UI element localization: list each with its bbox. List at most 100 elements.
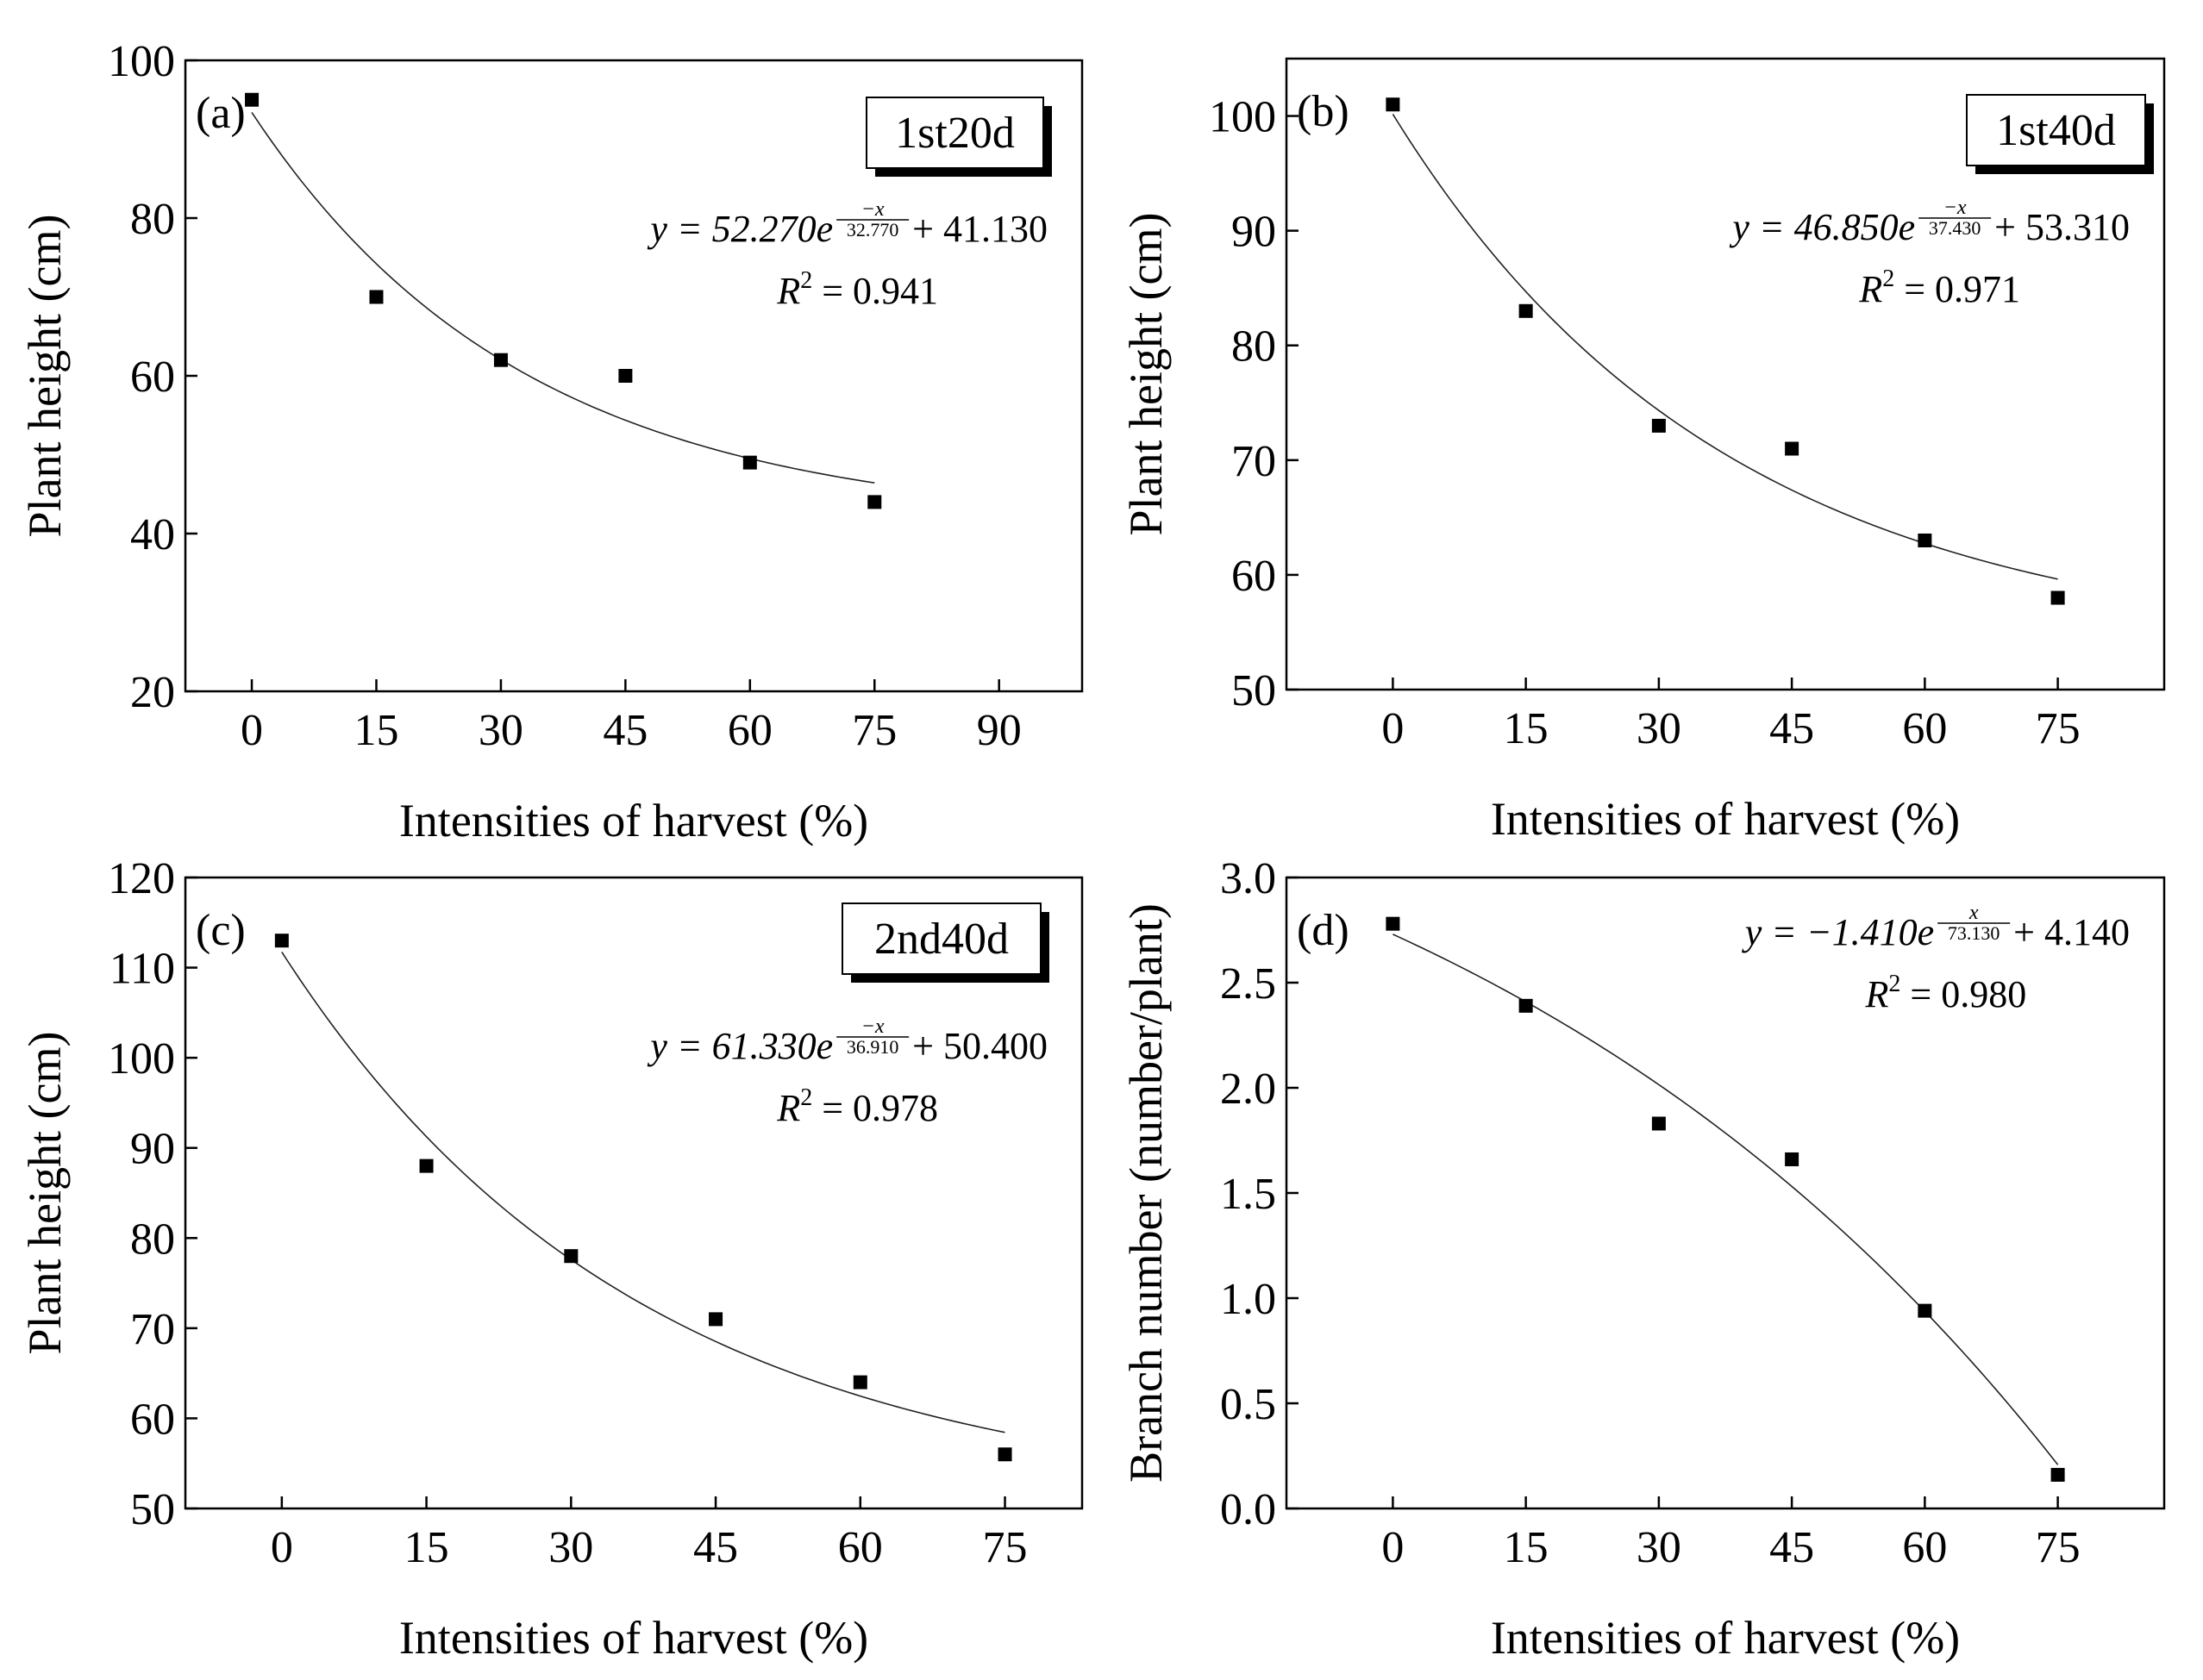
exponent-numerator: x — [1968, 902, 1979, 924]
y-tick-label: 1.5 — [1220, 1170, 1276, 1219]
panel-label: (d) — [1297, 906, 1349, 955]
x-tick-label: 75 — [852, 706, 897, 755]
x-tick-label: 15 — [354, 706, 398, 755]
charts: 0 15 30 45 60 75 90 20 40 60 80 100 Intensities of h… — [19, 37, 2166, 1664]
data-point — [1918, 533, 1932, 547]
x-tick-label: 30 — [1637, 1523, 1681, 1572]
y-tick-label: 40 — [130, 510, 175, 559]
fit-equation: y = 46.850e — [1729, 206, 1915, 248]
plot-frame — [184, 876, 1084, 1510]
label-box — [866, 97, 1044, 169]
data-point — [1518, 998, 1533, 1013]
y-tick-label: 80 — [130, 195, 175, 244]
chart-panel: 0 15 30 45 60 75 50 60 70 80 90 100 Intensities of h… — [1120, 57, 2166, 845]
chart-panel: 0 15 30 45 60 75 50 60 70 80 90 100 110 120 Intensitie… — [19, 854, 1084, 1664]
x-tick-label: 75 — [2036, 1523, 2081, 1572]
y-tick-label: 120 — [108, 854, 175, 903]
y-tick-label: 100 — [108, 37, 175, 86]
data-point — [1785, 441, 1799, 456]
y-tick-label: 70 — [1231, 437, 1276, 486]
y-tick-label: 60 — [130, 1395, 175, 1444]
data-point — [1386, 916, 1400, 931]
panel-label: (c) — [196, 906, 246, 955]
y-tick-label: 110 — [110, 945, 175, 994]
panel-label: (b) — [1297, 87, 1349, 136]
x-tick-label: 60 — [728, 706, 773, 755]
y-tick-label: 2.0 — [1220, 1065, 1276, 1114]
exponent-numerator: −x — [1943, 197, 1967, 219]
r-squared: R2 = 0.971 — [1858, 265, 2020, 310]
data-point — [2050, 590, 2065, 605]
x-tick-label: 90 — [977, 706, 1022, 755]
y-axis-label: Branch number (number/plant) — [1120, 903, 1172, 1483]
x-tick-label: 30 — [548, 1523, 593, 1572]
label-box — [1966, 94, 2146, 166]
x-tick-label: 0 — [241, 706, 263, 755]
y-tick-label: 90 — [130, 1125, 175, 1174]
x-axis-label: Intensities of harvest (%) — [399, 795, 868, 846]
label-box-text: 2nd40d — [874, 915, 1009, 964]
fit-equation-constant: + 50.400 — [912, 1025, 1048, 1067]
label-box-text: 1st40d — [1996, 106, 2116, 155]
data-point — [1918, 1303, 1932, 1318]
y-tick-label: 3.0 — [1220, 854, 1276, 903]
x-tick-label: 60 — [1902, 704, 1947, 753]
y-axis-label: Plant height (cm) — [19, 1032, 71, 1355]
fit-equation: y = 52.270e — [647, 208, 833, 250]
fit-curve — [1393, 934, 2059, 1465]
x-tick-label: 30 — [479, 706, 523, 755]
x-axis-label: Intensities of harvest (%) — [1491, 793, 1960, 845]
y-tick-label: 1.0 — [1220, 1275, 1276, 1324]
data-point — [564, 1249, 579, 1264]
equation-exponent: −x37.430 — [1918, 197, 1992, 239]
fit-equation-constant: + 4.140 — [2013, 911, 2130, 953]
y-tick-label: 20 — [130, 668, 175, 717]
y-tick-label: 80 — [130, 1215, 175, 1264]
data-point — [1386, 97, 1400, 112]
y-tick-label: 60 — [1231, 552, 1276, 601]
y-tick-label: 60 — [130, 353, 175, 402]
x-tick-label: 0 — [1381, 1523, 1404, 1572]
y-tick-label: 50 — [1231, 666, 1276, 715]
data-point — [1651, 1116, 1666, 1131]
chart-panel: 0 15 30 45 60 75 90 20 40 60 80 100 Intensities of h… — [19, 37, 1084, 846]
data-point — [493, 353, 508, 367]
data-point — [419, 1159, 434, 1173]
plot-frame — [1285, 57, 2166, 691]
r-squared: R2 = 0.980 — [1865, 971, 2027, 1015]
y-tick-label: 80 — [1231, 322, 1276, 372]
x-tick-label: 30 — [1637, 704, 1681, 753]
data-point — [998, 1447, 1012, 1462]
fit-curve — [281, 952, 1005, 1433]
equation-exponent: −x36.910 — [836, 1015, 910, 1058]
fit-equation-constant: + 53.310 — [1994, 206, 2130, 248]
r-squared: R2 = 0.941 — [776, 267, 938, 312]
x-tick-label: 15 — [404, 1523, 449, 1572]
y-tick-label: 0.0 — [1220, 1485, 1276, 1534]
data-point — [742, 455, 757, 470]
x-axis-label: Intensities of harvest (%) — [1491, 1612, 1960, 1664]
y-tick-label: 70 — [130, 1305, 175, 1354]
fit-curve — [251, 111, 875, 484]
y-tick-label: 0.5 — [1220, 1380, 1276, 1429]
panel-label: (a) — [196, 89, 246, 138]
x-tick-label: 45 — [1769, 704, 1814, 753]
fit-equation: y = −1.410e — [1742, 911, 1934, 953]
x-tick-label: 45 — [603, 706, 648, 755]
data-point — [709, 1312, 723, 1327]
exponent-denominator: 32.770 — [847, 219, 899, 240]
x-tick-label: 75 — [983, 1523, 1028, 1572]
x-tick-label: 15 — [1504, 704, 1549, 753]
x-tick-label: 60 — [838, 1523, 883, 1572]
data-point — [369, 290, 384, 304]
x-axis-label: Intensities of harvest (%) — [399, 1612, 868, 1664]
x-tick-label: 0 — [1381, 704, 1404, 753]
data-point — [1518, 303, 1533, 318]
x-tick-label: 45 — [693, 1523, 738, 1572]
y-tick-label: 100 — [1209, 93, 1276, 142]
x-tick-label: 0 — [271, 1523, 293, 1572]
data-point — [618, 369, 633, 383]
exponent-denominator: 36.910 — [847, 1036, 899, 1058]
data-point — [1651, 418, 1666, 433]
equation-exponent: −x32.770 — [836, 198, 910, 240]
